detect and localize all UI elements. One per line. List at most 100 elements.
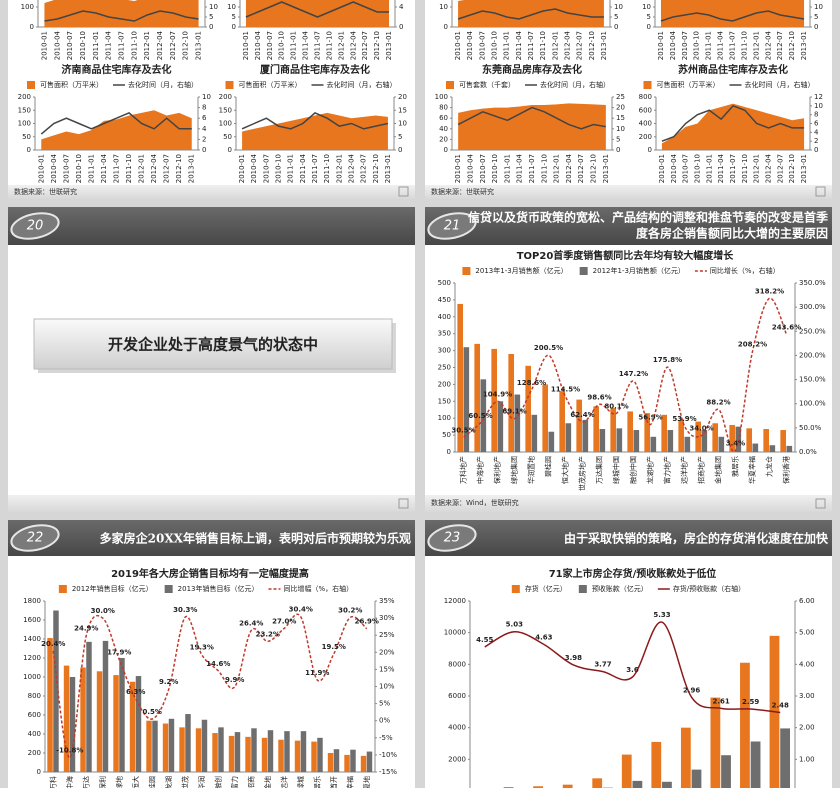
data-label: 104.9% bbox=[483, 390, 512, 398]
tick-label: 5 bbox=[232, 13, 236, 21]
tick-label: 100 bbox=[21, 3, 34, 11]
data-label: 2.59 bbox=[742, 698, 759, 706]
tick-label: 450 bbox=[438, 296, 451, 304]
data-label: 34.0% bbox=[689, 425, 713, 433]
tick-label: 0 bbox=[447, 448, 451, 456]
tick-label: 5 bbox=[647, 13, 651, 21]
data-label: 26.4% bbox=[239, 619, 263, 627]
area bbox=[458, 0, 604, 27]
icon bbox=[398, 186, 409, 197]
data-label: 14.6% bbox=[206, 660, 230, 668]
bar bbox=[63, 665, 70, 772]
x-tick-label: 2011-01 bbox=[705, 31, 713, 60]
x-tick-label: 华润置地 bbox=[527, 456, 536, 484]
bar bbox=[644, 413, 651, 452]
area bbox=[242, 112, 388, 150]
bar bbox=[129, 681, 136, 772]
x-tick-label: 富力地产 bbox=[663, 456, 672, 484]
x-tick-label: 2012-07 bbox=[577, 154, 585, 183]
x-tick-label: 2010-10 bbox=[693, 154, 701, 183]
x-tick-label: 2011-10 bbox=[325, 31, 333, 60]
x-tick-label: 2010-04 bbox=[669, 30, 677, 60]
x-tick-label: 绿地集团 bbox=[510, 456, 519, 484]
bar bbox=[457, 303, 464, 452]
x-tick-label: 2011-04 bbox=[302, 30, 310, 60]
x-tick-label: 2013-01 bbox=[188, 154, 196, 183]
x-tick-label: 2010-04 bbox=[53, 30, 61, 60]
area bbox=[245, 0, 390, 27]
data-label: 30.4% bbox=[289, 606, 313, 614]
x-tick-label: 龙湖地产 bbox=[646, 456, 655, 484]
legend-label: 可售面积（万平米） bbox=[40, 80, 103, 89]
bar bbox=[294, 740, 301, 772]
bar bbox=[360, 755, 367, 772]
data-label: 30.5% bbox=[451, 426, 475, 434]
tick-label: 600 bbox=[639, 106, 652, 114]
heading: 信贷以及货币政策的宽松、产品结构的调整和推盘节奏的改变是首季 bbox=[468, 210, 829, 225]
footer-bar bbox=[425, 185, 832, 199]
tick-label: 0 bbox=[814, 146, 818, 154]
bar bbox=[691, 769, 702, 788]
icon bbox=[398, 498, 409, 509]
data-label: 9.9% bbox=[225, 676, 244, 684]
x-tick-label: 2012-01 bbox=[335, 154, 343, 183]
bar bbox=[752, 443, 759, 452]
bar bbox=[113, 675, 119, 772]
x-tick-label: 绿城 bbox=[296, 776, 305, 788]
tick-label: 8 bbox=[814, 111, 818, 119]
tick-label: 8000 bbox=[448, 660, 466, 668]
bar bbox=[179, 727, 185, 772]
x-tick-label: 2011-01 bbox=[290, 31, 298, 60]
data-label: 4.63 bbox=[535, 633, 552, 641]
x-tick-label: 2011-07 bbox=[311, 154, 319, 183]
line bbox=[660, 10, 805, 22]
tick-label: 0 bbox=[27, 146, 31, 154]
data-label: 30.3% bbox=[173, 606, 197, 614]
bar bbox=[582, 419, 589, 452]
tick-label: 6.00 bbox=[799, 597, 815, 605]
tick-label: 100 bbox=[219, 120, 232, 128]
footer-bar bbox=[8, 495, 415, 512]
tick-label: 15 bbox=[398, 106, 407, 114]
line bbox=[484, 621, 781, 714]
x-tick-label: 2012-01 bbox=[752, 31, 760, 60]
tick-label: 8 bbox=[202, 104, 206, 112]
x-tick-label: 2011-01 bbox=[287, 154, 295, 183]
tick-label: 10 bbox=[439, 3, 448, 11]
bar bbox=[251, 728, 257, 772]
x-tick-label: 2010-01 bbox=[242, 31, 250, 60]
bar bbox=[548, 431, 555, 452]
data-label: 2.48 bbox=[772, 701, 789, 709]
bar bbox=[542, 384, 549, 452]
tick-label: 300.0% bbox=[799, 303, 826, 311]
x-tick-label: 富力 bbox=[230, 776, 239, 788]
badge-number: 20 bbox=[27, 219, 44, 234]
tick-label: 200.0% bbox=[799, 351, 826, 359]
x-tick-label: 2012-07 bbox=[776, 31, 784, 60]
line bbox=[44, 10, 199, 22]
tick-label: 300 bbox=[438, 347, 451, 355]
tick-label: 100.0% bbox=[799, 400, 826, 408]
tick-label: 1400 bbox=[23, 635, 41, 643]
x-tick-label: 2011-04 bbox=[105, 30, 113, 60]
badge-number: 21 bbox=[444, 219, 461, 234]
data-label: 4.55 bbox=[476, 636, 493, 644]
tick-label: 12000 bbox=[444, 597, 466, 605]
icon bbox=[815, 498, 826, 509]
callout-text: 开发企业处于高度景气的状态中 bbox=[108, 336, 318, 354]
tick-label: 10000 bbox=[444, 629, 466, 637]
legend-swatch bbox=[225, 81, 234, 89]
x-tick-label: 2012-04 bbox=[563, 30, 571, 60]
chart-title: 2019年各大房企销售目标均有一定幅度提高 bbox=[111, 567, 309, 580]
x-tick-label: 碧桂园 bbox=[147, 776, 156, 788]
x-tick-label: 招商 bbox=[246, 776, 255, 788]
x-tick-label: 2010-04 bbox=[254, 30, 262, 60]
data-label: 19.5% bbox=[322, 643, 346, 651]
bar bbox=[786, 445, 793, 452]
x-tick-label: 2010-07 bbox=[682, 154, 690, 183]
bar bbox=[650, 436, 657, 452]
bar bbox=[651, 741, 662, 788]
legend-label: 存货（亿元） bbox=[525, 584, 567, 593]
x-tick-label: 碧桂园 bbox=[544, 456, 553, 477]
tick-label: 100 bbox=[438, 414, 451, 422]
